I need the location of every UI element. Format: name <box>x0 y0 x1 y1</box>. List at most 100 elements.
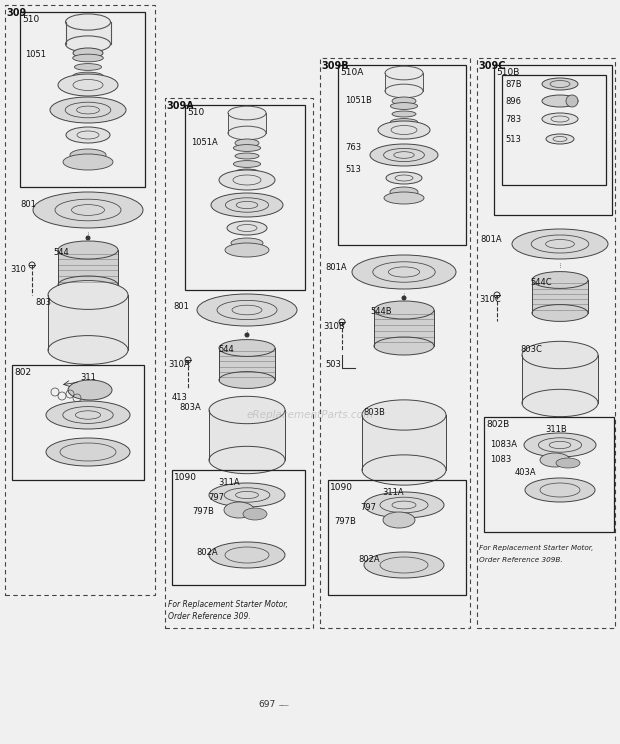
Ellipse shape <box>225 243 269 257</box>
Text: 1051: 1051 <box>25 50 46 59</box>
Text: 311B: 311B <box>545 425 567 434</box>
Bar <box>185 105 305 290</box>
Ellipse shape <box>46 438 130 466</box>
Text: 310: 310 <box>10 265 26 274</box>
Ellipse shape <box>231 238 263 248</box>
Ellipse shape <box>542 95 578 107</box>
Text: 801A: 801A <box>325 263 347 272</box>
Ellipse shape <box>352 255 456 289</box>
Ellipse shape <box>219 339 275 356</box>
Text: Order Reference 309.: Order Reference 309. <box>168 612 250 621</box>
Text: 801: 801 <box>173 302 189 311</box>
Bar <box>477 58 615 628</box>
Ellipse shape <box>73 72 104 80</box>
Bar <box>374 310 434 346</box>
Bar <box>532 280 588 313</box>
Text: 311A: 311A <box>382 488 404 497</box>
Ellipse shape <box>385 84 423 98</box>
Ellipse shape <box>391 118 418 126</box>
Ellipse shape <box>378 121 430 139</box>
Ellipse shape <box>74 64 102 71</box>
Ellipse shape <box>364 492 444 518</box>
Ellipse shape <box>70 149 106 161</box>
Ellipse shape <box>362 400 446 430</box>
Bar <box>362 415 446 470</box>
Text: 1051A: 1051A <box>191 138 218 147</box>
Bar <box>385 73 423 91</box>
Text: 802: 802 <box>14 368 31 377</box>
Ellipse shape <box>66 36 110 52</box>
Text: 1083: 1083 <box>490 455 511 464</box>
Ellipse shape <box>542 113 578 125</box>
Ellipse shape <box>73 48 103 58</box>
Text: 309: 309 <box>6 8 26 18</box>
Text: 1090: 1090 <box>330 483 353 492</box>
Ellipse shape <box>219 170 275 190</box>
Ellipse shape <box>58 241 118 259</box>
Ellipse shape <box>50 97 126 123</box>
Ellipse shape <box>525 478 595 502</box>
Ellipse shape <box>542 78 578 90</box>
Text: 510A: 510A <box>340 68 363 77</box>
Ellipse shape <box>197 294 297 326</box>
Ellipse shape <box>209 542 285 568</box>
Text: 797: 797 <box>360 503 376 512</box>
Text: 310B: 310B <box>323 322 345 331</box>
Ellipse shape <box>63 154 113 170</box>
Ellipse shape <box>374 301 434 319</box>
Ellipse shape <box>46 401 130 429</box>
Ellipse shape <box>402 296 406 300</box>
Ellipse shape <box>390 187 418 197</box>
Text: 309A: 309A <box>166 101 193 111</box>
Ellipse shape <box>86 236 90 240</box>
Ellipse shape <box>385 66 423 80</box>
Text: 513: 513 <box>345 165 361 174</box>
Text: 802A: 802A <box>196 548 218 557</box>
Ellipse shape <box>386 172 422 184</box>
Ellipse shape <box>245 333 249 337</box>
Text: 544: 544 <box>218 345 234 354</box>
Ellipse shape <box>58 74 118 96</box>
Ellipse shape <box>364 552 444 578</box>
Ellipse shape <box>243 508 267 520</box>
Ellipse shape <box>522 389 598 417</box>
Ellipse shape <box>209 446 285 474</box>
Text: 803C: 803C <box>520 345 542 354</box>
Bar <box>338 65 466 245</box>
Ellipse shape <box>524 433 596 457</box>
Ellipse shape <box>556 458 580 468</box>
Text: 803A: 803A <box>179 403 201 412</box>
Ellipse shape <box>522 341 598 369</box>
Bar <box>172 470 305 585</box>
Text: 311: 311 <box>80 373 96 382</box>
Ellipse shape <box>227 221 267 235</box>
Text: Order Reference 309B.: Order Reference 309B. <box>479 557 562 563</box>
Text: 1083A: 1083A <box>490 440 517 449</box>
Bar <box>209 410 285 460</box>
Text: 413: 413 <box>172 393 188 402</box>
Text: 309C: 309C <box>478 61 505 71</box>
Text: 544: 544 <box>53 248 69 257</box>
Text: 503: 503 <box>325 360 341 369</box>
Ellipse shape <box>546 134 574 144</box>
Bar <box>328 480 466 595</box>
Ellipse shape <box>532 272 588 289</box>
Ellipse shape <box>68 380 112 400</box>
Ellipse shape <box>224 502 254 518</box>
Text: For Replacement Starter Motor,: For Replacement Starter Motor, <box>168 600 288 609</box>
Bar <box>165 98 313 628</box>
Ellipse shape <box>235 169 259 175</box>
Bar <box>522 355 598 403</box>
Text: 310A: 310A <box>168 360 190 369</box>
Bar <box>12 365 144 480</box>
Ellipse shape <box>235 153 259 159</box>
Ellipse shape <box>228 106 266 120</box>
Ellipse shape <box>48 280 128 310</box>
Ellipse shape <box>73 54 104 62</box>
Bar <box>20 12 145 187</box>
Text: 801: 801 <box>20 200 36 209</box>
Ellipse shape <box>211 193 283 217</box>
Text: 783: 783 <box>505 115 521 124</box>
Ellipse shape <box>228 126 266 140</box>
Bar <box>5 5 155 595</box>
